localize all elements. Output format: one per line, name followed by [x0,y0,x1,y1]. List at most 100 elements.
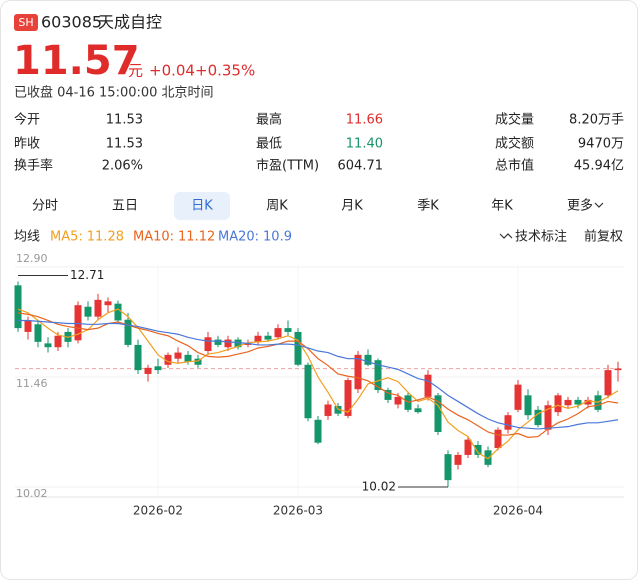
y-tick-label: 12.90 [16,252,48,265]
tab[interactable]: 月K [341,199,363,214]
more-chevron [594,202,604,208]
legend-value: 10.9 [263,230,292,245]
tool[interactable]: 前复权 [584,229,623,245]
tab[interactable]: 周K [266,199,288,214]
candle-body [134,344,142,371]
x-tick-label: 2026-04 [493,504,543,518]
candle-body [104,301,112,306]
stat-label: 最高 [256,112,282,128]
candle-body [454,454,462,465]
stat-label: 昨收 [14,137,40,152]
ma-title: 均线 [14,230,40,245]
status: 已收盘 04-16 15:00:00 北京时间 [14,85,214,101]
ma-line [18,319,619,430]
candle-body [314,419,322,443]
candle-body [374,360,382,390]
candle-body [494,429,502,449]
legend-name: MA20: [218,230,259,245]
tab[interactable]: 更多 [567,198,593,214]
candle-body [574,399,582,405]
ma-line [17,308,619,460]
candle-body [224,339,232,348]
candle-body [474,444,482,455]
stat-label: 今开 [14,112,40,128]
tab[interactable]: 季K [417,199,439,214]
candle-body [434,395,442,432]
price: 11.57 [13,38,140,84]
tab[interactable]: 日K [191,199,213,214]
candle-body [124,319,132,345]
candle-body [114,303,122,321]
change: +0.04 [149,62,195,80]
exchange: SH [18,16,33,29]
candle-body [14,285,22,329]
candle-body [534,409,542,426]
candle-body [364,354,372,365]
candle-body [94,299,102,317]
legend-name: MA10: [133,230,174,245]
candle-body [604,370,612,396]
x-tick-label: 2026-02 [133,504,183,518]
candle-body [484,450,492,465]
candle-body [304,364,312,419]
stat-value: 2.06% [102,159,143,174]
annotation: 10.02 [362,480,396,494]
candle-body [34,324,42,342]
candle-body [24,320,32,332]
candle-body [324,404,332,416]
stat-value: 11.53 [106,113,143,128]
tool-icon [499,233,513,239]
tab[interactable]: 分时 [32,199,58,214]
candle-body [354,354,362,390]
candle-body [54,335,62,348]
x-tick-label: 2026-03 [273,504,323,518]
candle-body [584,399,592,405]
candle-body [614,368,622,371]
tab[interactable]: 五日 [112,199,138,214]
stat-value: 45.94亿 [574,159,624,174]
stock-name: 天成自控 [98,13,162,32]
legend-value: 11.12 [178,230,215,245]
candle-body [184,354,192,362]
stat-label: 市盈(TTM) [256,158,319,174]
stat-label: 成交量 [495,112,534,128]
legend-value: 11.28 [87,230,124,245]
change-pct: +0.35% [195,62,255,80]
candle-body [444,454,452,481]
candle-body [274,328,282,338]
candle-body [154,366,162,371]
candle-body [194,358,202,365]
y-tick-label: 10.02 [16,487,48,500]
candle-body [294,331,302,365]
candle-body [234,339,242,348]
stat-value: 8.20万手 [569,113,624,128]
annotation: 12.71 [70,268,104,282]
tool[interactable]: 技术标注 [515,230,567,245]
y-tick-label: 11.46 [16,377,48,390]
stat-label: 换手率 [14,158,53,174]
candle-body [424,374,432,397]
candle-body [254,335,262,342]
stat-value: 9470万 [578,137,624,152]
candle-body [394,396,402,405]
active-tab-bg [174,192,230,220]
stock-code: 603085 [41,13,102,32]
legend-name: MA5: [50,230,83,245]
candle-body [504,415,512,430]
candle-body [164,354,172,365]
stat-value: 11.53 [106,137,143,152]
candle-body [174,352,182,359]
stat-value: 11.66 [346,113,383,128]
candle-body [44,343,52,348]
candle-body [414,408,422,413]
candle-body [144,367,152,374]
tab[interactable]: 年K [491,199,513,214]
candle-body [554,395,562,413]
exchange-badge [14,14,38,31]
stat-label: 最低 [256,137,282,152]
candle-body [514,384,522,410]
candle-body [334,406,342,414]
stat-value: 604.71 [338,159,384,174]
